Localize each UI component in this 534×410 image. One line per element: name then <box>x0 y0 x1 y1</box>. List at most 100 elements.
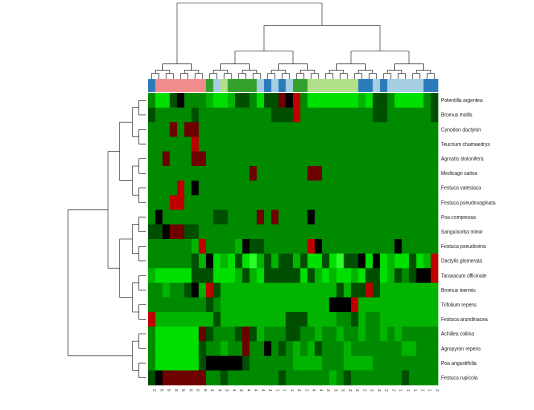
heatmap-cell <box>177 312 185 327</box>
column-group-swatch <box>148 79 156 92</box>
heatmap-cell <box>162 224 171 240</box>
column-label: 5 <box>181 389 186 392</box>
column-label: 2 <box>384 389 389 392</box>
heatmap-cell <box>242 93 250 108</box>
heatmap-cell <box>184 93 192 108</box>
heatmap-cell <box>162 122 171 138</box>
heatmap-cell <box>307 195 316 211</box>
heatmap-cell <box>293 209 301 225</box>
heatmap-cell <box>293 239 301 254</box>
heatmap-cell <box>430 253 439 269</box>
heatmap-cell <box>322 93 330 108</box>
heatmap-cell <box>416 180 424 196</box>
heatmap-cell <box>256 312 265 327</box>
heatmap-cell <box>358 166 366 181</box>
heatmap-cell <box>169 355 178 371</box>
heatmap-cell <box>227 166 236 181</box>
heatmap-cell <box>416 341 424 357</box>
heatmap-cell <box>365 209 374 225</box>
heatmap-cell <box>184 122 192 138</box>
heatmap-cell <box>365 122 374 138</box>
heatmap-cell <box>227 151 236 167</box>
heatmap-cell <box>264 224 272 240</box>
heatmap-cell <box>220 370 229 386</box>
heatmap-cell <box>314 253 323 269</box>
heatmap-cell <box>155 166 163 181</box>
heatmap-cell <box>409 370 417 386</box>
column-group-swatch <box>387 79 395 92</box>
heatmap-cell <box>227 122 236 138</box>
heatmap-cell <box>300 107 308 123</box>
row-label: Teucrium chamaedrys <box>441 142 490 148</box>
heatmap-cell <box>423 93 432 108</box>
column-group-swatch <box>416 79 424 92</box>
heatmap-cell <box>162 282 171 298</box>
heatmap-cell <box>213 312 221 327</box>
heatmap-cell <box>416 122 424 138</box>
heatmap-cell <box>271 355 279 371</box>
heatmap-cell <box>162 326 171 342</box>
heatmap-cell <box>213 326 221 342</box>
heatmap-cell <box>300 312 308 327</box>
heatmap-cell <box>314 107 323 123</box>
heatmap-cell <box>358 239 366 254</box>
heatmap-cell <box>387 312 395 327</box>
heatmap-cell <box>278 239 287 254</box>
heatmap-cell <box>314 166 323 181</box>
heatmap-cell <box>191 268 200 284</box>
heatmap-cell <box>329 136 337 152</box>
heatmap-cell <box>155 209 163 225</box>
heatmap-cell <box>307 151 316 167</box>
heatmap-cell <box>423 180 432 196</box>
heatmap-cell <box>271 166 279 181</box>
heatmap-cell <box>430 136 439 152</box>
heatmap-cell <box>314 180 323 196</box>
heatmap-cell <box>271 122 279 138</box>
heatmap-cell <box>227 239 236 254</box>
heatmap-cell <box>380 224 388 240</box>
heatmap-cell <box>213 253 221 269</box>
heatmap-cell <box>271 341 279 357</box>
heatmap-cell <box>256 136 265 152</box>
column-label: 4 <box>319 389 324 392</box>
heatmap-cell <box>409 268 417 284</box>
heatmap-cell <box>191 370 200 386</box>
heatmap-cell <box>264 166 272 181</box>
heatmap-cell <box>162 107 171 123</box>
heatmap-cell <box>394 224 403 240</box>
heatmap-cell <box>206 341 214 357</box>
heatmap-cell <box>336 151 345 167</box>
heatmap-cell <box>220 239 229 254</box>
heatmap-cell <box>416 268 424 284</box>
row-labels: Potentilla argentea Bromus mollis Cynodon … <box>441 98 496 381</box>
column-group-swatch <box>169 79 178 92</box>
heatmap-cell <box>372 355 381 371</box>
heatmap-cell <box>155 107 163 123</box>
heatmap-cell <box>430 151 439 167</box>
heatmap-cell <box>242 166 250 181</box>
heatmap-cell <box>213 370 221 386</box>
heatmap-cell <box>351 297 359 313</box>
heatmap-cell <box>148 195 156 211</box>
column-group-swatch <box>213 79 221 92</box>
heatmap-cell <box>365 239 374 254</box>
heatmap-cell <box>242 122 250 138</box>
heatmap-cell <box>307 297 316 313</box>
heatmap-cell <box>401 282 410 298</box>
heatmap-cell <box>213 355 221 371</box>
heatmap-cell <box>249 326 258 342</box>
heatmap-cell <box>235 253 243 269</box>
heatmap-cell <box>343 282 352 298</box>
heatmap-cell <box>249 151 258 167</box>
heatmap-cell <box>249 297 258 313</box>
heatmap-cell <box>394 326 403 342</box>
heatmap-cell <box>300 166 308 181</box>
heatmap-cell <box>380 355 388 371</box>
heatmap-cell <box>169 136 178 152</box>
heatmap-cell <box>322 122 330 138</box>
heatmap-cell <box>423 122 432 138</box>
heatmap-cell <box>213 136 221 152</box>
column-group-swatch <box>394 79 403 92</box>
heatmap-cell <box>278 136 287 152</box>
heatmap-cell <box>220 151 229 167</box>
